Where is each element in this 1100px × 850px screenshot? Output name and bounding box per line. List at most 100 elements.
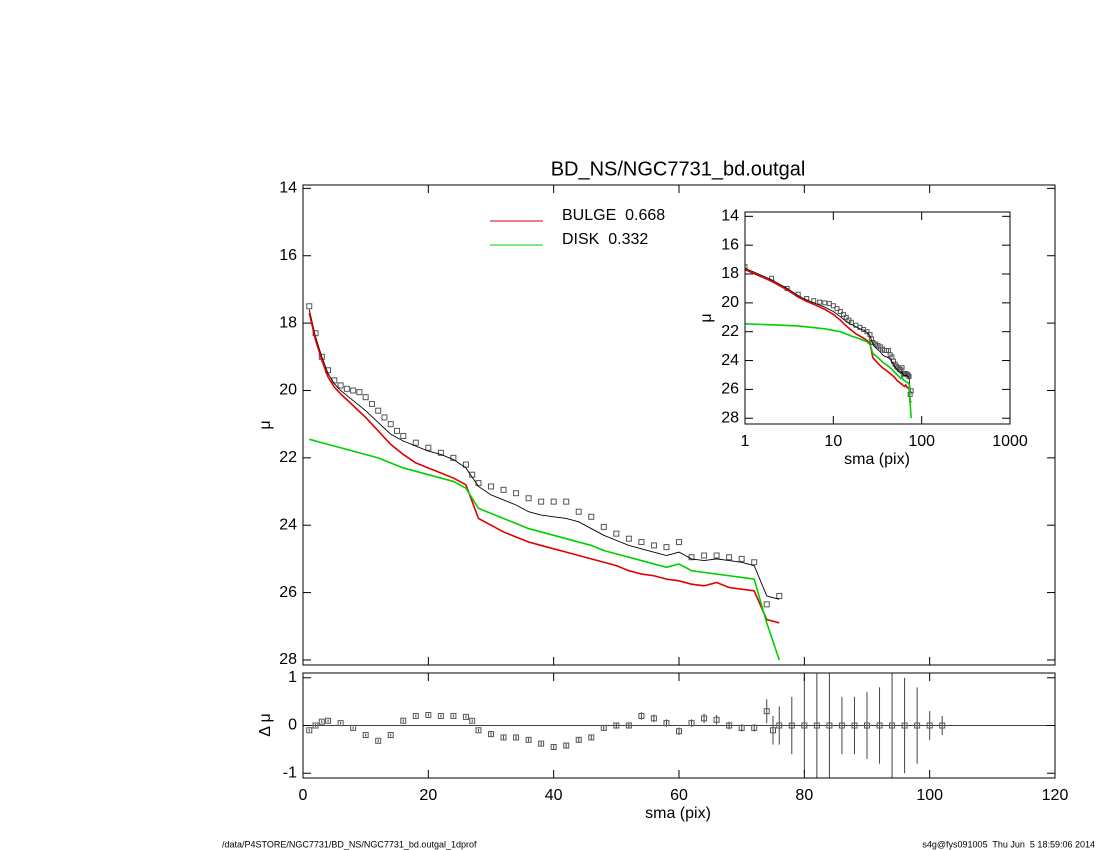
residual-point bbox=[770, 727, 776, 734]
residual-point bbox=[312, 722, 319, 729]
data-point bbox=[726, 554, 733, 561]
residual-point bbox=[550, 743, 557, 750]
data-point bbox=[356, 389, 363, 396]
y-tick-label: 22 bbox=[721, 323, 739, 340]
residual-point bbox=[362, 732, 369, 739]
profile-line bbox=[745, 267, 912, 393]
residual-point bbox=[851, 722, 858, 729]
plot-frame bbox=[744, 211, 1011, 425]
x-tick-label: 100 bbox=[916, 787, 943, 804]
data-point bbox=[663, 544, 670, 551]
residual-point bbox=[788, 722, 795, 729]
y-tick-label: 26 bbox=[721, 381, 739, 398]
data-point bbox=[899, 365, 905, 371]
data-point bbox=[650, 542, 657, 549]
data-point bbox=[843, 314, 849, 320]
residual-point bbox=[469, 717, 476, 724]
data-point bbox=[830, 303, 836, 309]
data-point bbox=[575, 508, 582, 515]
data-point bbox=[834, 306, 840, 312]
data-point bbox=[738, 555, 745, 562]
x-tick-label: 60 bbox=[670, 787, 688, 804]
residual-point bbox=[663, 720, 670, 727]
data-point bbox=[613, 530, 620, 537]
profile-line bbox=[308, 312, 780, 624]
residual-point bbox=[876, 722, 883, 729]
plot-area bbox=[306, 303, 783, 661]
data-point bbox=[769, 275, 775, 281]
data-point bbox=[425, 444, 432, 451]
plot-area bbox=[745, 264, 914, 419]
residual-point bbox=[588, 734, 595, 741]
x-tick-label: 1 bbox=[741, 433, 750, 450]
residual-point bbox=[889, 722, 896, 729]
data-point bbox=[837, 309, 843, 315]
profile-line bbox=[309, 438, 781, 661]
data-point bbox=[600, 523, 607, 530]
residual-point bbox=[538, 740, 545, 747]
data-point bbox=[488, 483, 494, 490]
residual-point bbox=[738, 724, 745, 731]
y-tick-label: 20 bbox=[279, 382, 297, 399]
residual-point bbox=[350, 724, 357, 731]
y-tick-label: 0 bbox=[288, 717, 297, 734]
residual-point bbox=[575, 736, 582, 743]
x-tick-label: 20 bbox=[419, 787, 437, 804]
residual-point bbox=[318, 718, 325, 725]
data-point bbox=[375, 407, 382, 414]
residual-point bbox=[375, 737, 382, 744]
residual-point bbox=[813, 722, 820, 729]
legend-label: BULGE 0.668 bbox=[562, 207, 665, 224]
residual-point bbox=[826, 722, 833, 729]
data-point bbox=[745, 264, 748, 270]
chart-title: BD_NS/NGC7731_bd.outgal bbox=[551, 158, 806, 180]
residual-point bbox=[500, 734, 507, 741]
legend-label: DISK 0.332 bbox=[562, 231, 648, 248]
profile-line bbox=[308, 309, 780, 600]
data-point bbox=[776, 592, 783, 599]
footer-right: s4g@fys091005 Thu Jun 5 18:59:06 2014 bbox=[922, 839, 1095, 849]
residual-point bbox=[475, 727, 482, 734]
data-point bbox=[362, 394, 369, 401]
data-point bbox=[368, 400, 375, 407]
data-point bbox=[462, 461, 469, 468]
residual-point bbox=[713, 716, 720, 723]
data-point bbox=[713, 552, 720, 559]
data-point bbox=[513, 490, 520, 497]
y-axis-label: μ bbox=[257, 420, 274, 429]
residual-point bbox=[939, 722, 946, 729]
data-point bbox=[751, 559, 758, 566]
residual-point bbox=[425, 712, 432, 718]
plot-area bbox=[303, 673, 1055, 778]
data-point bbox=[387, 421, 394, 428]
data-point bbox=[817, 299, 823, 305]
y-tick-label: 24 bbox=[721, 352, 739, 369]
data-point bbox=[588, 513, 595, 520]
data-point bbox=[864, 329, 870, 335]
y-tick-label: 26 bbox=[279, 584, 297, 601]
x-axis-label: sma (pix) bbox=[645, 805, 711, 822]
residual-point bbox=[864, 722, 870, 729]
y-tick-label: 14 bbox=[721, 208, 739, 225]
data-point bbox=[676, 539, 682, 546]
data-point bbox=[525, 495, 532, 502]
data-point bbox=[450, 454, 457, 461]
residual-point bbox=[838, 722, 845, 729]
residual-point bbox=[726, 722, 733, 729]
data-point bbox=[306, 303, 313, 310]
y-tick-label: -1 bbox=[283, 764, 297, 781]
x-tick-label: 120 bbox=[1042, 787, 1069, 804]
residual-point bbox=[801, 722, 808, 729]
inset-x-label: sma (pix) bbox=[844, 451, 910, 468]
y-tick-label: 16 bbox=[721, 236, 739, 253]
y-tick-label: 16 bbox=[279, 247, 297, 264]
y-tick-label: 28 bbox=[721, 409, 739, 426]
y-tick-label: 18 bbox=[721, 265, 739, 282]
inset-y-label: μ bbox=[698, 313, 715, 322]
residual-point bbox=[325, 717, 332, 724]
data-point bbox=[412, 439, 419, 446]
data-point bbox=[437, 449, 444, 456]
y-tick-label: 24 bbox=[279, 516, 297, 533]
y-tick-label: 18 bbox=[279, 314, 297, 331]
